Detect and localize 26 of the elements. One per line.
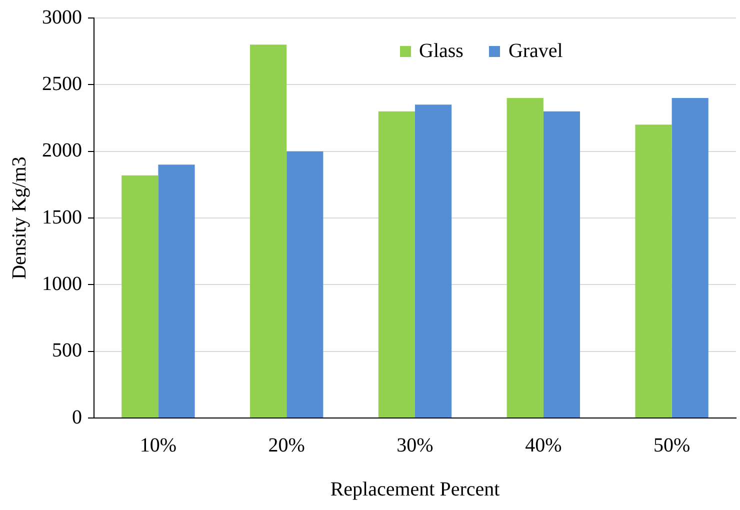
y-tick-label: 500: [52, 340, 82, 362]
y-axis-title: Density Kg/m3: [8, 156, 30, 280]
y-tick-label: 1000: [42, 272, 82, 295]
bar: [415, 104, 452, 418]
bar: [635, 124, 672, 418]
x-tick-label: 50%: [653, 434, 690, 456]
bar: [378, 111, 415, 418]
bar: [250, 44, 287, 418]
bar: [506, 98, 544, 418]
bar: [543, 111, 580, 418]
legend-label: Glass: [419, 40, 464, 63]
bar: [122, 175, 158, 418]
y-tick-label: 3000: [42, 6, 82, 28]
x-tick-label: 30%: [396, 434, 434, 456]
x-tick-label: 10%: [140, 434, 177, 456]
bar: [672, 98, 708, 418]
x-tick-label: 40%: [525, 434, 562, 456]
y-tick-label: 0: [72, 406, 82, 428]
x-tick-label: 20%: [268, 434, 305, 456]
y-tick-label: 2500: [42, 72, 82, 95]
y-tick-label: 1500: [42, 206, 82, 228]
bar: [286, 151, 324, 418]
legend-label: Gravel: [508, 40, 563, 63]
y-tick-label: 2000: [42, 140, 82, 162]
x-axis-title: Replacement Percent: [330, 478, 500, 500]
bar: [158, 164, 195, 418]
